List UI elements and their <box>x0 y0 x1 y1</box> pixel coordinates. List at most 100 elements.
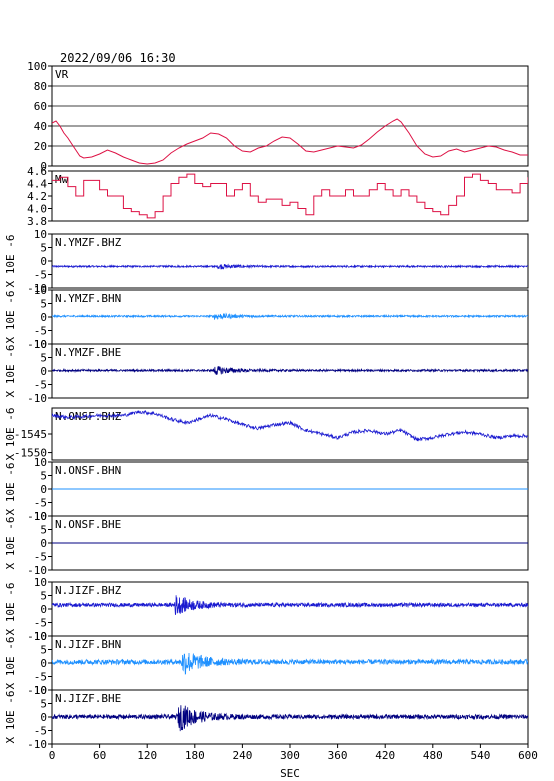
panel-label: N.JIZF.BHZ <box>55 584 122 597</box>
y-tick-label: 10 <box>34 630 47 643</box>
y-tick-label: 4.6 <box>27 165 47 178</box>
panel-n-onsf-bhz: -1545 -1550 N.ONSF.BHZ X 10E -6 <box>4 407 529 461</box>
series-line <box>52 312 528 320</box>
y-tick-label: 10 <box>34 684 47 697</box>
panel-frame <box>51 233 529 289</box>
panel-label: N.ONSF.BHE <box>55 518 121 531</box>
x-tick-label: 360 <box>328 749 348 762</box>
y-tick-label: 0 <box>40 603 47 616</box>
panel-y-axis-label: X 10E -6 <box>4 691 17 744</box>
y-tick-label: -10 <box>27 738 47 751</box>
panel-y-axis-label: X 10E -6 <box>4 517 17 570</box>
y-tick-label: 3.8 <box>27 215 47 228</box>
y-tick-label: -5 <box>34 269 47 282</box>
x-tick-label: 0 <box>49 749 56 762</box>
panel-y-axis-label: X 10E -6 <box>4 235 17 288</box>
y-tick-label: -5 <box>34 671 47 684</box>
y-tick-label: -5 <box>34 551 47 564</box>
y-tick-label: -1550 <box>14 447 47 460</box>
series-line <box>52 409 528 442</box>
panel-frame <box>51 581 529 637</box>
panel-frame <box>51 407 529 461</box>
y-tick-label: -10 <box>27 338 47 351</box>
x-tick-label: 480 <box>423 749 443 762</box>
x-axis: 0 60 120 180 240 300 360 420 480 540 600 <box>49 744 538 762</box>
y-tick-label: -5 <box>34 497 47 510</box>
y-tick-label: 5 <box>40 590 47 603</box>
y-tick-label: -5 <box>34 379 47 392</box>
x-tick-label: 300 <box>280 749 300 762</box>
panel-vr: 100 80 60 40 20 0 VR <box>27 60 529 173</box>
y-tick-label: 4.2 <box>27 190 47 203</box>
x-tick-label: 420 <box>375 749 395 762</box>
panel-y-axis-label: X 10E -6 <box>4 463 17 516</box>
y-tick-label: -10 <box>27 630 47 643</box>
y-tick-label: 0 <box>40 255 47 268</box>
panel-label: N.ONSF.BHN <box>55 464 121 477</box>
y-tick-label: 10 <box>34 338 47 351</box>
y-tick-label: 5 <box>40 698 47 711</box>
y-tick-label: -10 <box>27 510 47 523</box>
panel-n-jizf-bhz: 10 50-5-10 N.JIZF.BHZ X 10E -6 <box>4 576 529 643</box>
panel-label: Mw <box>55 173 69 186</box>
panel-label: N.YMZF.BHZ <box>55 236 122 249</box>
y-tick-label: 10 <box>34 228 47 241</box>
panel-frame <box>51 65 529 167</box>
y-tick-label: 0 <box>40 711 47 724</box>
panel-label: N.YMZF.BHN <box>55 292 121 305</box>
y-tick-label: -5 <box>34 325 47 338</box>
y-tick-label: 0 <box>40 365 47 378</box>
series-line <box>52 173 528 219</box>
y-tick-label: 5 <box>40 242 47 255</box>
y-tick-label: 4.0 <box>27 203 47 216</box>
x-tick-label: 600 <box>518 749 538 762</box>
y-tick-label: -10 <box>27 282 47 295</box>
panel-label: N.JIZF.BHN <box>55 638 121 651</box>
x-tick-label: 180 <box>185 749 205 762</box>
y-tick-label: 0 <box>40 311 47 324</box>
x-tick-label: 240 <box>232 749 252 762</box>
y-tick-label: 20 <box>34 140 47 153</box>
y-tick-label: 40 <box>34 120 47 133</box>
panel-y-axis-label: X 10E -6 <box>4 583 17 636</box>
y-tick-label: 80 <box>34 80 47 93</box>
x-axis-label: SEC <box>280 767 300 780</box>
y-tick-label: 5 <box>40 352 47 365</box>
series-line <box>52 118 528 165</box>
y-tick-label: 0 <box>40 657 47 670</box>
panel-label: N.ONSF.BHZ <box>55 410 122 423</box>
y-tick-label: 0 <box>40 160 47 173</box>
panel-y-axis-label: X 10E -6 <box>4 291 17 344</box>
y-tick-label: 10 <box>34 510 47 523</box>
panel-y-axis-label: X 10E -6 <box>4 345 17 398</box>
x-tick-label: 540 <box>470 749 490 762</box>
y-tick-label: -1545 <box>14 428 47 441</box>
x-tick-label: 120 <box>137 749 157 762</box>
panel-label: VR <box>55 68 69 81</box>
panel-label: N.JIZF.BHE <box>55 692 121 705</box>
series-line <box>52 652 528 675</box>
series-line <box>52 595 528 615</box>
panels: 100806040200VR4.64.44.24.03.8Mw1050-5-10… <box>4 60 529 751</box>
y-tick-label: 0 <box>40 537 47 550</box>
series-line <box>52 263 528 270</box>
y-tick-label: 5 <box>40 524 47 537</box>
y-tick-label: -10 <box>27 684 47 697</box>
panel-frame <box>51 635 529 691</box>
y-tick-label: 10 <box>34 456 47 469</box>
y-tick-label: 5 <box>40 470 47 483</box>
y-tick-label: 4.4 <box>27 178 47 191</box>
y-tick-label: 0 <box>40 483 47 496</box>
y-tick-label: -5 <box>34 725 47 738</box>
y-tick-label: 100 <box>27 60 47 73</box>
y-tick-label: -10 <box>27 392 47 405</box>
y-tick-label: -5 <box>34 617 47 630</box>
